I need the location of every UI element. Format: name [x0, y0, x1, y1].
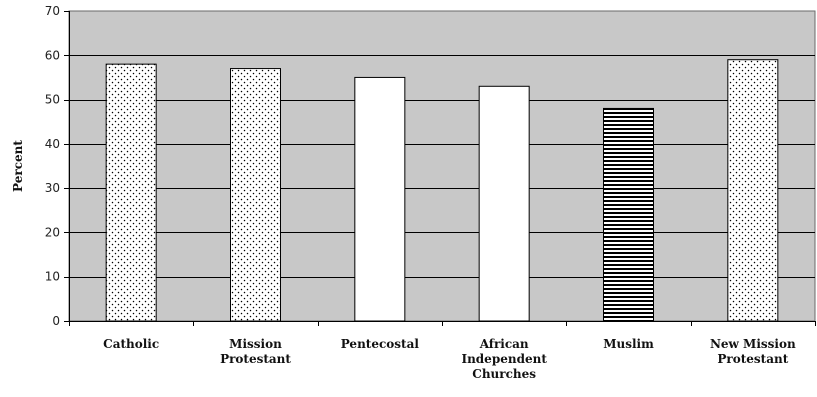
y-tick-label-30: 30 [45, 181, 60, 195]
x-axis-labels: Catholic Mission Protestant Pentecostal Afri… [103, 337, 796, 381]
bar-4 [603, 107, 654, 322]
y-axis-ticks: 0 10 20 30 40 50 60 70 [45, 4, 69, 328]
y-tick-label-70: 70 [45, 4, 60, 18]
x-tick-label-2: Pentecostal [341, 337, 420, 351]
y-tick-label-40: 40 [45, 137, 60, 151]
y-tick-label-10: 10 [45, 270, 60, 284]
y-tick-label-0: 0 [52, 314, 60, 328]
bar-2 [354, 76, 406, 322]
y-tick-label-50: 50 [45, 93, 60, 107]
bar-5 [727, 59, 779, 322]
bar-3 [478, 85, 530, 322]
bar-0 [105, 63, 157, 322]
y-axis-title: Percent [11, 140, 25, 192]
gridlines [69, 55, 815, 278]
bar-1 [230, 68, 281, 322]
axes [69, 11, 816, 326]
x-tick-label-3: African Independent Churches [461, 337, 547, 381]
x-tick-label-4: Muslim [603, 337, 654, 351]
plot-area [68, 10, 816, 322]
y-tick-label-20: 20 [45, 225, 60, 239]
x-tick-label-5: New Mission Protestant [710, 337, 796, 366]
x-tick-label-1: Mission Protestant [220, 337, 291, 366]
bars [105, 59, 779, 322]
y-tick-label-60: 60 [45, 48, 60, 62]
x-tick-label-0: Catholic [103, 337, 159, 351]
